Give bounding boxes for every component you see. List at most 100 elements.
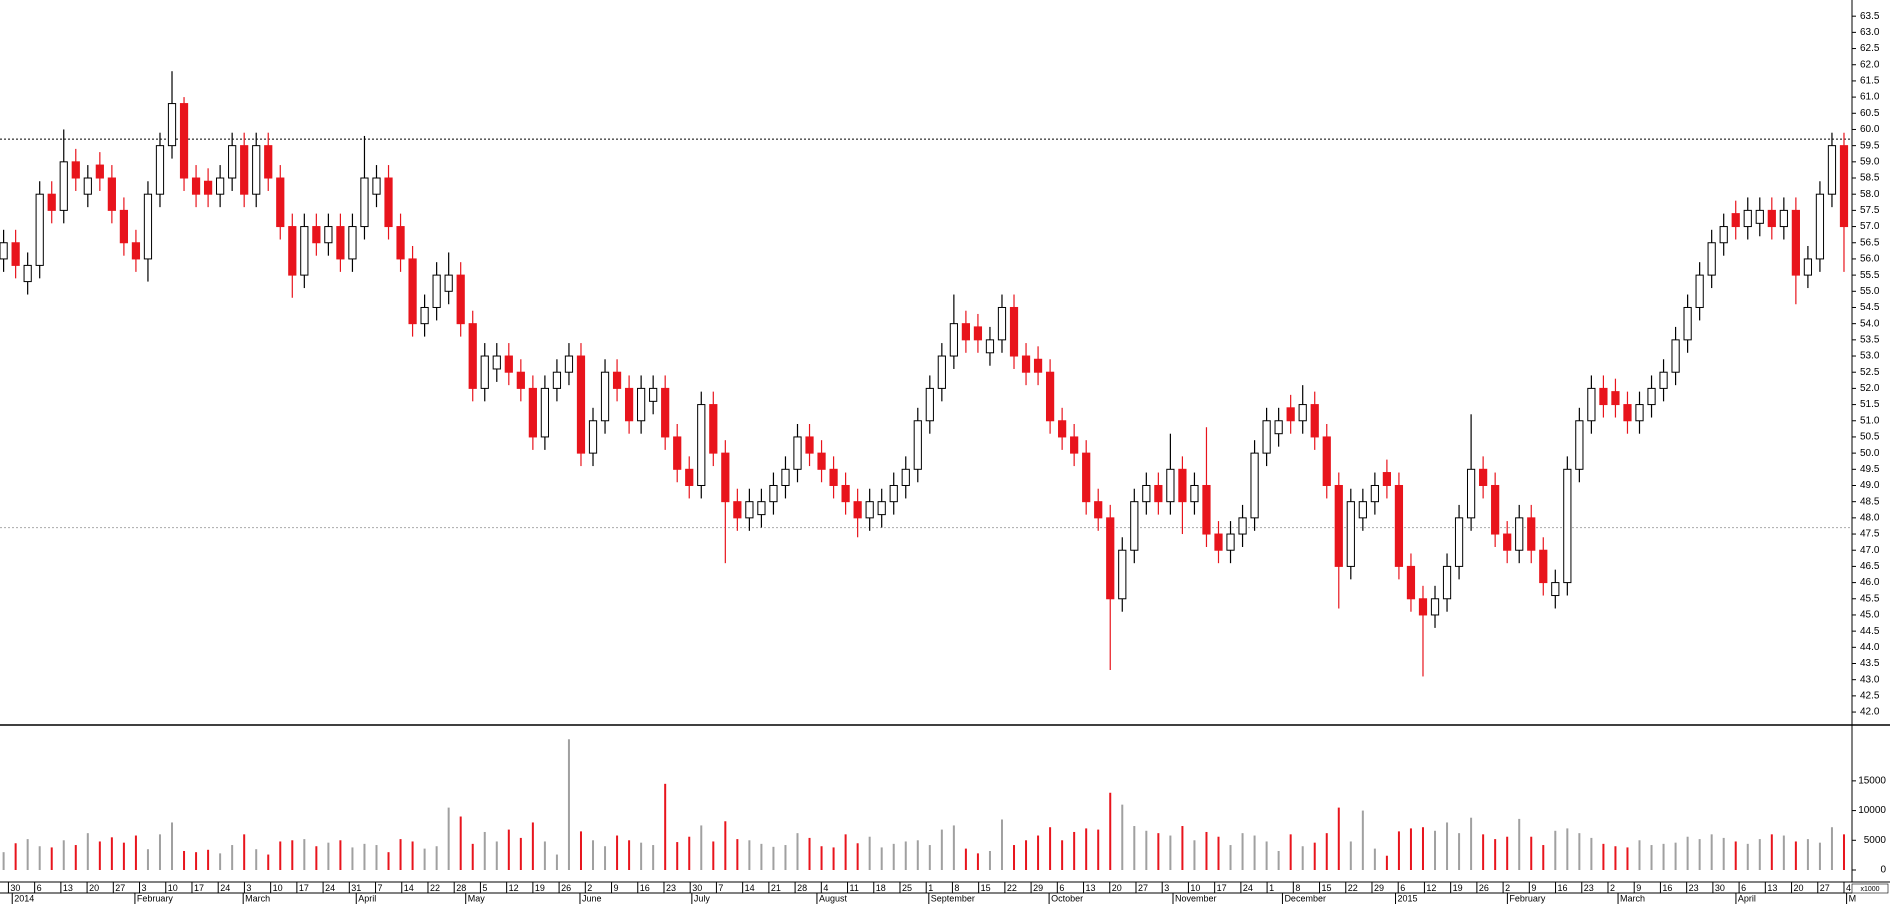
volume-bar — [688, 836, 691, 870]
volume-bar — [579, 831, 582, 870]
volume-bar — [1349, 841, 1352, 870]
volume-bar — [1277, 850, 1280, 870]
candle-body — [35, 193, 44, 266]
x-tick-label: 9 — [1636, 883, 1641, 893]
x-tick-label: 19 — [535, 883, 545, 893]
candle-body — [1202, 484, 1211, 535]
volume-bar — [1361, 810, 1364, 870]
volume-bar — [1482, 834, 1485, 870]
volume-bar — [243, 834, 246, 870]
candle-body — [384, 177, 393, 228]
volume-bar — [531, 822, 534, 870]
candle-body — [757, 501, 766, 516]
y-tick-label: 62.0 — [1860, 59, 1880, 70]
volume-bar — [255, 849, 258, 870]
candle-body — [624, 387, 634, 422]
volume-bar — [628, 840, 631, 870]
x-tick-label: 6 — [1400, 883, 1405, 893]
candle-body — [191, 177, 201, 195]
candle-body — [793, 436, 802, 470]
y-tick-label: 56.0 — [1860, 254, 1880, 265]
x-tick-label: 21 — [771, 883, 781, 893]
candle-body — [1815, 193, 1825, 260]
candle-body — [312, 226, 321, 244]
candle-body — [1479, 468, 1488, 486]
candle-body — [865, 501, 874, 519]
volume-bar — [664, 783, 667, 870]
volume-bar — [2, 852, 5, 870]
volume-bar — [1157, 833, 1160, 870]
y-tick-label: 61.0 — [1860, 92, 1880, 103]
candle-body — [83, 177, 92, 195]
volume-tick-label: 0 — [1880, 865, 1886, 876]
x-tick-label: 6 — [1059, 883, 1064, 893]
candle-body — [1659, 371, 1668, 389]
candle-body — [1827, 145, 1837, 195]
volume-bar — [1241, 833, 1244, 870]
volume-bar — [1746, 843, 1749, 870]
candle-body — [264, 145, 273, 179]
candle-body — [1599, 387, 1608, 406]
y-tick-label: 63.5 — [1860, 11, 1880, 22]
candle-body — [143, 193, 153, 260]
x-tick-label: 16 — [640, 883, 650, 893]
candle-body — [228, 145, 237, 179]
volume-bar — [219, 853, 222, 870]
x-tick-label: 29 — [1033, 883, 1043, 893]
candle-body — [167, 103, 177, 147]
candle-body — [697, 404, 706, 486]
volume-bar — [952, 825, 955, 870]
volume-bar — [652, 845, 655, 870]
y-tick-label: 46.5 — [1860, 561, 1880, 572]
candle-body — [1166, 468, 1175, 503]
x-tick-label: 31 — [351, 883, 361, 893]
volume-bar — [856, 843, 859, 870]
volume-bar — [351, 847, 354, 870]
volume-bar — [1590, 837, 1593, 870]
candle-body — [71, 161, 80, 179]
x-tick-label: 4 — [1846, 883, 1851, 893]
candle-body — [721, 452, 730, 503]
y-tick-label: 54.5 — [1860, 302, 1880, 313]
volume-bar — [1421, 827, 1424, 870]
y-tick-label: 60.0 — [1860, 124, 1880, 135]
volume-bar — [1818, 842, 1821, 870]
volume-bar — [1770, 834, 1773, 870]
candle-body — [1503, 533, 1512, 551]
candle-body — [1539, 549, 1548, 584]
volume-bar — [1698, 839, 1701, 870]
x-tick-label: 20 — [89, 883, 99, 893]
x-tick-label: 6 — [1741, 883, 1746, 893]
volume-bar — [1025, 840, 1028, 870]
y-tick-label: 57.5 — [1860, 205, 1880, 216]
volume-bar — [940, 829, 943, 870]
volume-bar — [820, 846, 823, 870]
candle-body — [961, 323, 971, 341]
volume-bar — [1806, 839, 1809, 870]
y-tick-label: 47.0 — [1860, 545, 1880, 556]
volume-bar — [724, 821, 727, 870]
candle-body — [528, 387, 537, 438]
candle-body — [444, 274, 453, 292]
volume-bar — [1121, 804, 1124, 870]
month-label: June — [582, 893, 602, 903]
volume-bar — [387, 852, 390, 870]
candle-body — [1635, 404, 1644, 422]
y-tick-label: 52.0 — [1860, 383, 1880, 394]
y-tick-label: 44.5 — [1860, 626, 1880, 637]
candle-body — [997, 306, 1007, 341]
volume-bar — [748, 840, 751, 870]
candle-body — [288, 226, 297, 276]
y-tick-label: 48.5 — [1860, 496, 1880, 507]
candle-body — [468, 323, 477, 389]
volume-bar — [1530, 836, 1533, 870]
candle-body — [937, 355, 946, 389]
candle-body — [877, 501, 886, 516]
y-tick-label: 54.0 — [1860, 318, 1880, 329]
x-tick-label: 25 — [902, 883, 912, 893]
month-label: M — [1849, 893, 1857, 903]
candle-body — [588, 420, 598, 454]
volume-bar — [892, 843, 895, 870]
candle-body — [504, 355, 513, 373]
